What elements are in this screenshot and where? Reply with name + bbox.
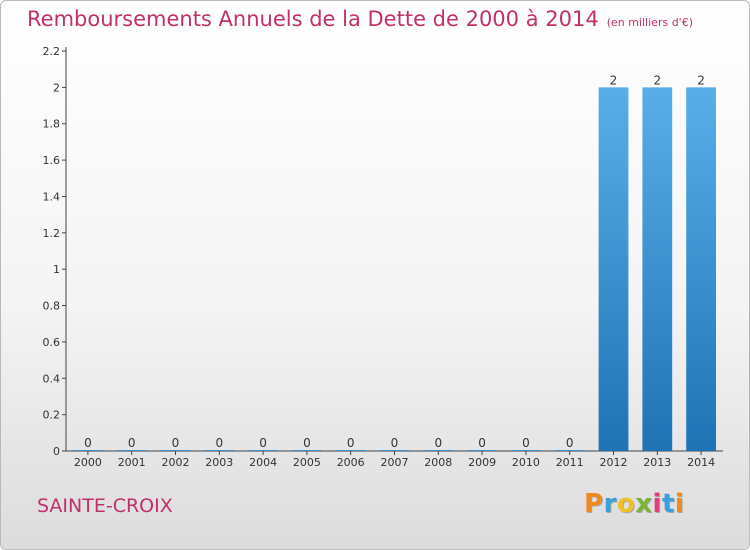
x-tick-label: 2008	[424, 456, 452, 469]
data-label: 0	[566, 436, 574, 450]
y-tick-label: 0	[53, 445, 60, 458]
y-tick-label: 0.6	[43, 336, 61, 349]
brand-letter: i	[674, 489, 685, 519]
x-tick-label: 2001	[118, 456, 146, 469]
y-tick-label: 0.8	[43, 300, 61, 313]
data-label: 0	[391, 436, 399, 450]
y-tick-label: 1.6	[43, 154, 61, 167]
x-tick-label: 2013	[643, 456, 671, 469]
bar	[554, 450, 585, 451]
y-tick-label: 1.2	[43, 227, 61, 240]
x-axis: 2000 2001 2002 2003 2004 2005 2006 2007 2008 2009…	[66, 450, 723, 469]
bar	[379, 450, 410, 451]
y-tick-label: 2.2	[43, 45, 61, 58]
brand-letter: P	[584, 489, 604, 519]
y-tick-label: 1.4	[43, 190, 61, 203]
data-labels: 0 0 0 0 0 0 0 0 0 0 0 0 2 2 2	[84, 73, 705, 450]
brand-letter: i	[652, 489, 662, 519]
chart-title: Remboursements Annuels de la Dette de 20…	[27, 7, 693, 31]
bar	[248, 450, 278, 451]
y-tick-label: 1.8	[43, 118, 61, 131]
data-label: 0	[478, 436, 486, 450]
y-tick-label: 2	[53, 81, 60, 94]
x-tick-label: 2012	[600, 456, 628, 469]
commune-name: SAINTE-CROIX	[37, 495, 173, 517]
y-axis: 0 0.2 0.4 0.6 0.8 1 1.2 1.4 1.6 1.8 2 2.2	[43, 45, 67, 458]
data-label: 0	[84, 436, 92, 450]
bars	[73, 87, 716, 451]
bar	[423, 450, 454, 451]
x-tick-label: 2002	[162, 456, 190, 469]
brand-letter: x	[635, 489, 653, 519]
data-label: 0	[347, 436, 355, 450]
data-label: 0	[259, 436, 267, 450]
x-tick-label: 2014	[687, 456, 715, 469]
bar	[467, 450, 497, 451]
x-tick-label: 2005	[293, 456, 321, 469]
y-tick-label: 0.4	[43, 372, 61, 385]
data-label: 2	[697, 73, 705, 87]
x-tick-label: 2004	[249, 456, 277, 469]
data-label: 2	[610, 73, 618, 87]
x-tick-label: 2003	[205, 456, 233, 469]
bar	[598, 87, 629, 451]
data-label: 2	[653, 73, 661, 87]
brand-letter: o	[616, 489, 636, 519]
bar	[511, 450, 541, 451]
bar	[116, 450, 147, 451]
data-label: 0	[172, 436, 180, 450]
x-tick-label: 2009	[468, 456, 496, 469]
data-label: 0	[128, 436, 136, 450]
y-tick-label: 1	[53, 263, 60, 276]
bar	[686, 87, 716, 451]
chart-title-unit: (en milliers d'€)	[606, 16, 693, 29]
data-label: 0	[434, 436, 442, 450]
x-tick-label: 2010	[512, 456, 540, 469]
x-tick-label: 2000	[74, 456, 102, 469]
chart-title-main: Remboursements Annuels de la Dette de 20…	[27, 7, 599, 31]
bar	[292, 450, 322, 451]
x-tick-label: 2011	[556, 456, 584, 469]
bar	[160, 450, 191, 451]
data-label: 0	[522, 436, 530, 450]
data-label: 0	[303, 436, 311, 450]
bar	[335, 450, 366, 451]
bar	[73, 450, 103, 451]
bar	[642, 87, 673, 451]
brand-letter: t	[661, 489, 675, 519]
brand-letter: r	[603, 489, 617, 519]
bar	[204, 450, 235, 451]
y-tick-label: 0.2	[43, 409, 61, 422]
x-tick-label: 2007	[381, 456, 409, 469]
brand-logo: Proxiti	[584, 489, 684, 519]
x-tick-label: 2006	[337, 456, 365, 469]
data-label: 0	[215, 436, 223, 450]
